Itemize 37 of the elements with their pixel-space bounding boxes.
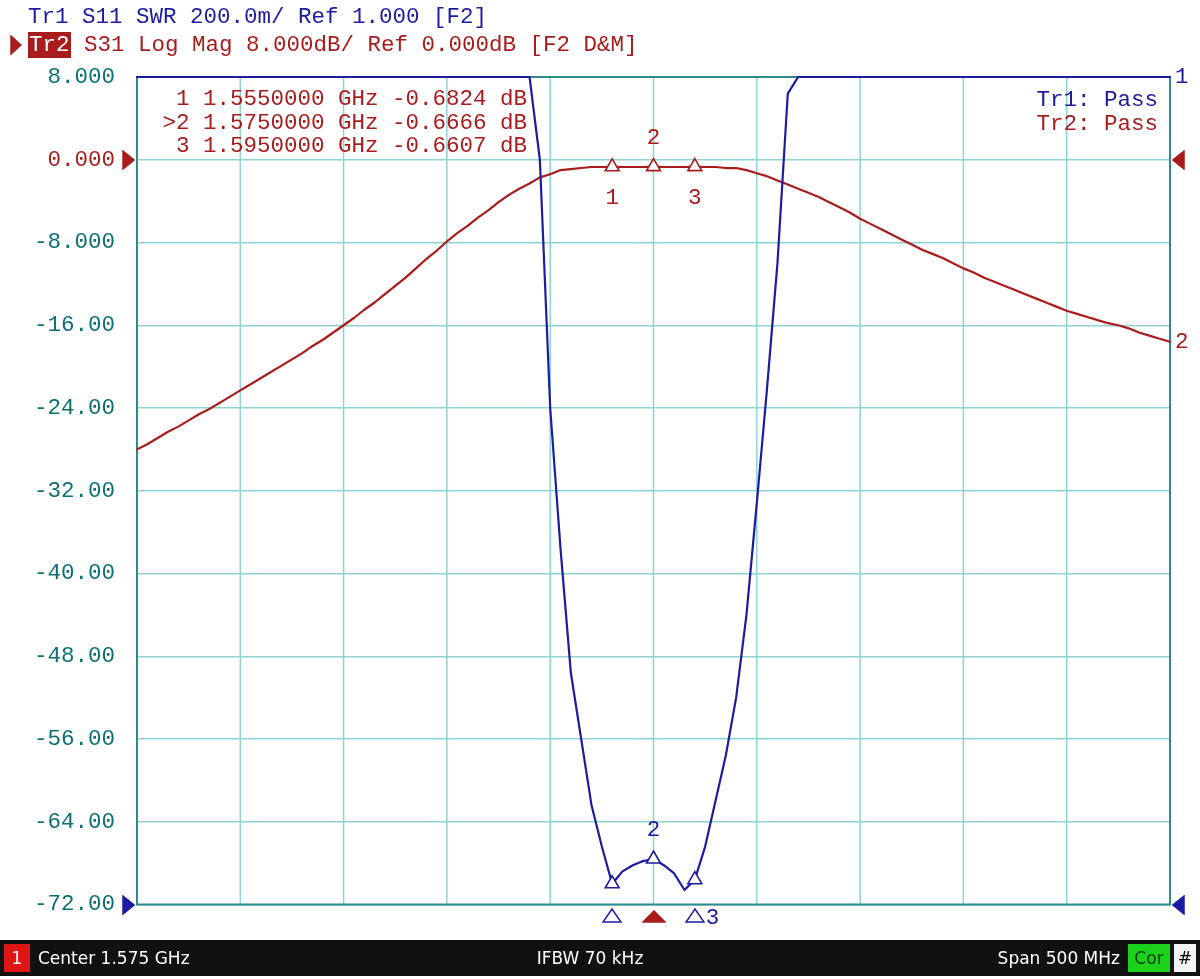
y-tick-label: -8.000 — [33, 229, 115, 256]
text: Cor — [1128, 944, 1170, 972]
text: 1 — [4, 944, 30, 972]
text: Span 500 MHz — [997, 947, 1120, 970]
y-tick-label: 0.000 — [47, 146, 115, 173]
annotation: Tr2: Pass — [1036, 111, 1158, 137]
text: # — [1174, 944, 1196, 972]
text: IFBW 70 kHz — [536, 947, 644, 970]
point — [645, 157, 662, 172]
point — [645, 850, 662, 864]
text: Center 1.575 GHz — [38, 947, 190, 970]
point — [687, 870, 703, 885]
annotation: Tr1: Pass — [1036, 87, 1158, 113]
y-tick-label: -64.00 — [33, 808, 115, 835]
annotation: 1 1.5550000 GHz -0.6824 dB — [174, 86, 527, 112]
y-tick-label: -48.00 — [33, 643, 115, 670]
y-tick-label: -16.00 — [33, 312, 115, 339]
y-tick-label: -24.00 — [33, 394, 115, 421]
text: 1 — [1175, 63, 1189, 90]
legend-label: Tr2 S31 Log Mag 8.000dB/ Ref 0.000dB [F2 D&M] — [28, 32, 638, 58]
y-tick-label: -32.00 — [33, 477, 115, 504]
point — [604, 158, 620, 172]
text: 2 — [1175, 328, 1189, 355]
y-tick-label: -40.00 — [33, 560, 115, 587]
text: 3 — [705, 905, 720, 932]
annotation: 1 — [605, 184, 619, 211]
annotation: 3 — [688, 184, 702, 211]
annotation: 3 1.5950000 GHz -0.6607 dB — [174, 133, 527, 159]
y-tick-label: -56.00 — [33, 725, 115, 752]
point — [687, 157, 703, 172]
annotation: >2 1.5750000 GHz -0.6666 dB — [162, 109, 527, 136]
text: Tr1 S11 SWR 200.0m/ Ref 1.000 [F2] — [28, 4, 488, 30]
annotation: 2 — [646, 124, 661, 151]
annotation: 2 — [646, 816, 661, 843]
point — [604, 875, 620, 889]
y-tick-label: 8.000 — [47, 63, 115, 90]
y-tick-label: -72.00 — [33, 891, 115, 918]
